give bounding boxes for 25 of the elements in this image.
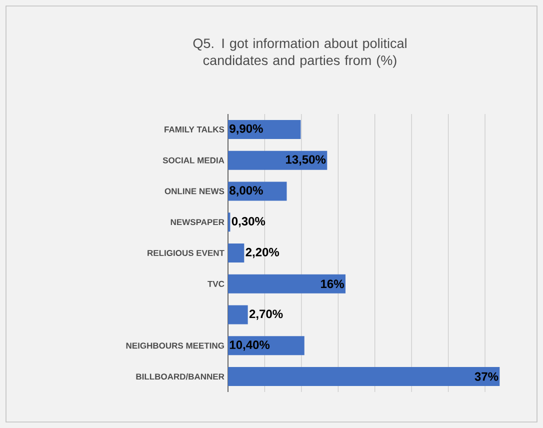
data-label: 9,90% bbox=[230, 124, 263, 135]
bar bbox=[228, 274, 346, 294]
y-tick-label: TVC bbox=[208, 280, 224, 287]
bar bbox=[228, 305, 248, 324]
y-tick-label: RELIGIOUS EVENT bbox=[148, 250, 224, 256]
y-tick-label: FAMILY TALKS bbox=[164, 126, 224, 132]
bar bbox=[228, 336, 304, 356]
chart-title: Q5. I got information about political candidates and parties from (%) bbox=[193, 38, 406, 68]
data-label: 2,20% bbox=[246, 248, 280, 258]
data-label: 10,40% bbox=[230, 340, 270, 351]
y-tick-label: NEWSPAPER bbox=[170, 219, 224, 226]
data-label: 0,30% bbox=[232, 217, 266, 228]
y-tick-label: SOCIAL MEDIA bbox=[162, 157, 224, 164]
y-tick-label: NEIGHBOURS MEETING bbox=[126, 342, 224, 349]
y-tick-label: BILLBOARD/BANNER bbox=[136, 373, 224, 380]
bar bbox=[228, 244, 244, 263]
data-label: 37% bbox=[474, 372, 498, 381]
bar bbox=[228, 367, 500, 386]
data-label: 13,50% bbox=[286, 155, 326, 166]
y-tick-label: ONLINE NEWS bbox=[164, 188, 224, 194]
data-label: 8,00% bbox=[230, 186, 263, 196]
data-label: 2,70% bbox=[249, 310, 283, 320]
bar bbox=[228, 150, 328, 170]
data-label: 16% bbox=[321, 280, 344, 288]
bar bbox=[228, 120, 301, 139]
